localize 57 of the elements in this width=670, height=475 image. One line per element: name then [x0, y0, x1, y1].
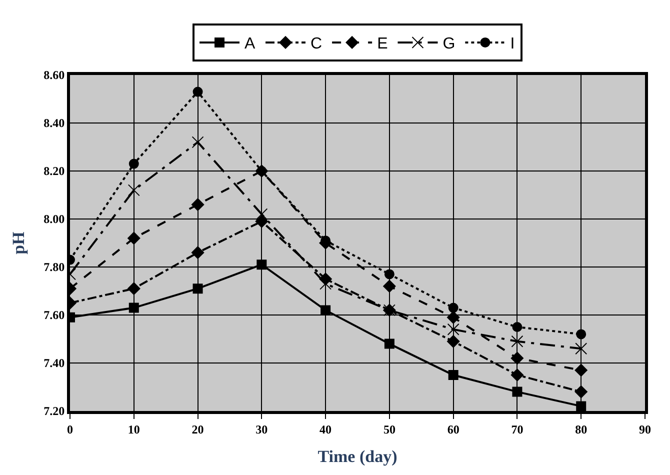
point	[512, 386, 522, 397]
x-tick-label: 70	[511, 422, 524, 436]
y-tick-label: 7.40	[44, 356, 65, 370]
y-tick-label: 8.40	[44, 116, 65, 130]
point	[128, 232, 140, 245]
point	[446, 335, 460, 348]
point	[448, 302, 458, 313]
point	[574, 364, 588, 377]
point	[128, 302, 139, 313]
y-tick-label: 7.20	[44, 404, 65, 418]
point	[576, 401, 586, 411]
legend-label: A	[244, 36, 256, 53]
point	[191, 198, 204, 211]
x-tick-label: 60	[447, 422, 460, 436]
point	[447, 323, 460, 336]
point	[384, 269, 394, 280]
point	[320, 278, 332, 290]
y-tick-label: 8.20	[44, 164, 65, 178]
point	[192, 136, 204, 148]
point	[512, 322, 522, 332]
x-tick-label: 20	[192, 422, 204, 436]
y-tick-label: 7.80	[44, 260, 65, 274]
legend-label: C	[310, 36, 322, 53]
point	[448, 370, 458, 380]
y-tick-label: 8.60	[44, 68, 65, 82]
y-axis-title: pH	[9, 232, 28, 254]
point	[191, 246, 204, 259]
point	[384, 338, 394, 349]
legend-label: G	[442, 36, 456, 53]
point	[574, 385, 588, 398]
point	[255, 215, 268, 228]
point	[575, 342, 588, 355]
legend-label: E	[377, 36, 388, 53]
point	[510, 352, 524, 365]
point	[320, 305, 331, 316]
x-tick-label: 90	[639, 422, 651, 436]
point	[510, 368, 524, 382]
point	[128, 282, 140, 295]
legend-label: I	[510, 36, 515, 53]
point	[192, 284, 203, 294]
x-tick-label: 80	[575, 422, 588, 436]
point	[446, 311, 460, 324]
x-tick-label: 10	[128, 422, 140, 436]
point	[256, 260, 267, 270]
y-tick-label: 7.60	[44, 308, 65, 322]
x-tick-label: 30	[256, 422, 268, 436]
point	[128, 184, 140, 196]
point	[576, 329, 586, 340]
point	[511, 335, 524, 348]
x-tick-label: 50	[383, 422, 396, 436]
point	[192, 86, 203, 97]
x-tick-label: 40	[320, 422, 332, 436]
x-axis-title: Time (day)	[318, 446, 398, 466]
point	[128, 158, 139, 169]
x-tick-label: 0	[67, 422, 73, 436]
point	[383, 280, 396, 293]
y-tick-label: 8.00	[44, 212, 65, 226]
